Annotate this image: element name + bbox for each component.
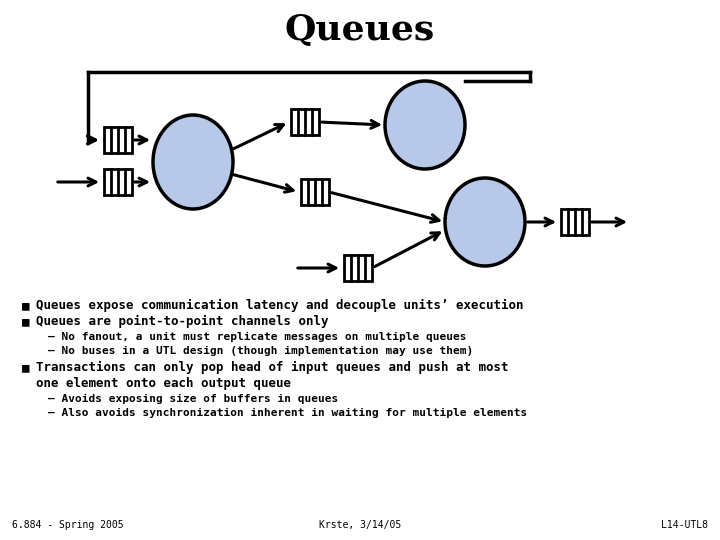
Text: L14-UTL8: L14-UTL8: [661, 520, 708, 530]
Bar: [301, 179, 329, 205]
Text: – No buses in a UTL design (though implementation may use them): – No buses in a UTL design (though imple…: [48, 346, 473, 356]
Text: Krste, 3/14/05: Krste, 3/14/05: [319, 520, 401, 530]
Text: one element onto each output queue: one element onto each output queue: [36, 377, 291, 390]
Text: – Avoids exposing size of buffers in queues: – Avoids exposing size of buffers in que…: [48, 394, 338, 404]
Text: Queues are point-to-point channels only: Queues are point-to-point channels only: [36, 315, 328, 328]
Text: Queues: Queues: [285, 13, 435, 47]
Text: 6.884 - Spring 2005: 6.884 - Spring 2005: [12, 520, 124, 530]
Text: – No fanout, a unit must replicate messages on multiple queues: – No fanout, a unit must replicate messa…: [48, 332, 467, 342]
Bar: [561, 209, 589, 235]
Bar: [291, 109, 319, 135]
Text: Transactions can only pop head of input queues and push at most: Transactions can only pop head of input …: [36, 361, 508, 374]
Text: Queues expose communication latency and decouple units’ execution: Queues expose communication latency and …: [36, 299, 523, 312]
Text: ■: ■: [22, 315, 30, 328]
Ellipse shape: [445, 178, 525, 266]
Bar: [344, 255, 372, 281]
Ellipse shape: [153, 115, 233, 209]
Bar: [104, 127, 132, 153]
Bar: [104, 169, 132, 195]
Ellipse shape: [385, 81, 465, 169]
Text: – Also avoids synchronization inherent in waiting for multiple elements: – Also avoids synchronization inherent i…: [48, 408, 527, 418]
Text: ■: ■: [22, 361, 30, 374]
Text: ■: ■: [22, 299, 30, 312]
